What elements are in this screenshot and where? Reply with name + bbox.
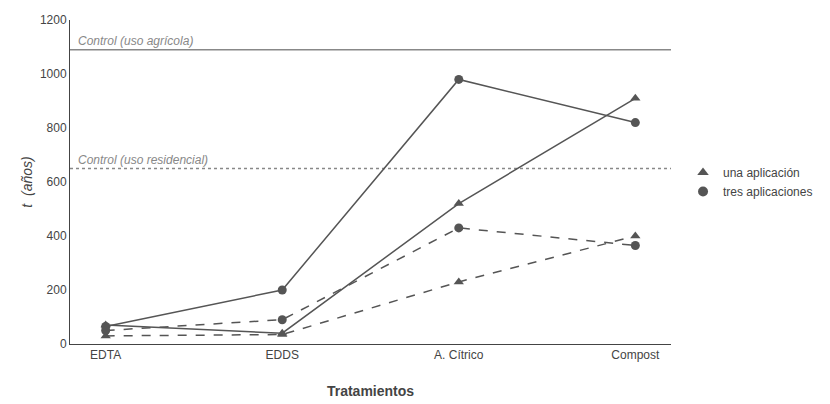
svg-text:600: 600 xyxy=(47,175,67,189)
svg-text:EDTA: EDTA xyxy=(90,348,121,362)
svg-text:1200: 1200 xyxy=(40,13,67,27)
svg-text:1000: 1000 xyxy=(40,67,67,81)
svg-text:una aplicación: una aplicación xyxy=(723,166,800,180)
svg-text:Control (uso residencial): Control (uso residencial) xyxy=(78,153,208,167)
svg-text:A. Cítrico: A. Cítrico xyxy=(434,348,484,362)
svg-text:400: 400 xyxy=(47,229,67,243)
svg-text:Tratamientos: Tratamientos xyxy=(327,383,414,399)
svg-text:Control (uso agrícola): Control (uso agrícola) xyxy=(78,34,193,48)
svg-text:800: 800 xyxy=(47,121,67,135)
svg-text:tres aplicaciones: tres aplicaciones xyxy=(723,185,812,199)
svg-text:t (años): t (años) xyxy=(19,156,35,207)
svg-text:0: 0 xyxy=(60,337,67,351)
svg-text:EDDS: EDDS xyxy=(266,348,299,362)
svg-text:200: 200 xyxy=(47,283,67,297)
svg-text:Compost: Compost xyxy=(611,348,660,362)
